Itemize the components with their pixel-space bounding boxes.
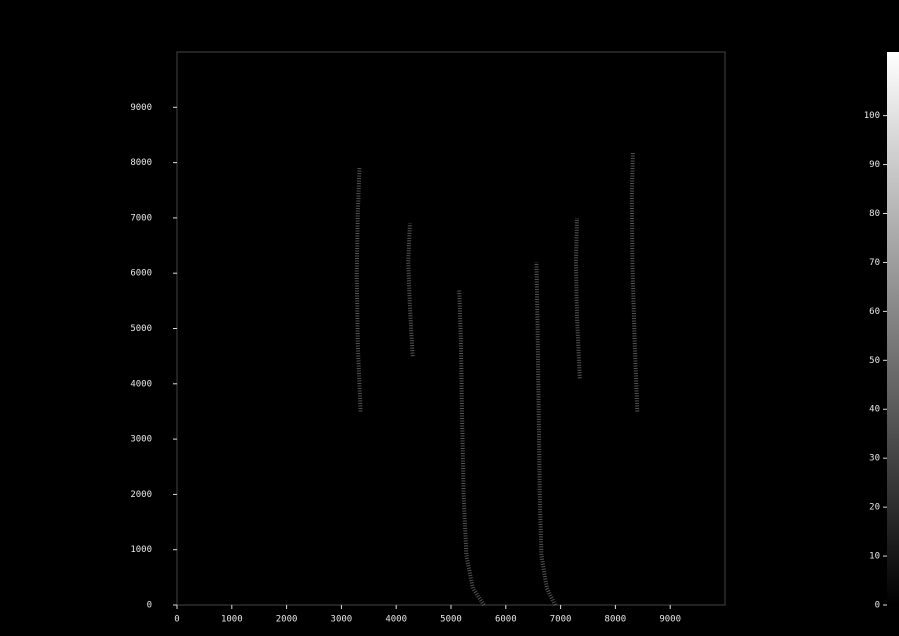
y-tick-label: 4000: [130, 379, 152, 389]
x-tick-label: 0: [174, 615, 179, 625]
x-tick-label: 9000: [659, 615, 681, 625]
x-tick-label: 5000: [440, 615, 462, 625]
x-tick-label: 6000: [495, 615, 517, 625]
x-tick-label: 1000: [221, 615, 243, 625]
colorbar-tick-label: 0: [875, 601, 880, 611]
y-tick-label: 3000: [130, 435, 152, 445]
colorbar-tick-label: 40: [869, 405, 880, 415]
colorbar-tick-label: 70: [869, 258, 880, 268]
colorbar-tick-label: 10: [869, 552, 880, 562]
y-tick-label: 2000: [130, 490, 152, 500]
colorbar-tick-label: 60: [869, 307, 880, 317]
y-tick-label: 7000: [130, 213, 152, 223]
y-tick-label: 9000: [130, 103, 152, 113]
y-tick-label: 6000: [130, 269, 152, 279]
colorbar-tick-label: 80: [869, 209, 880, 219]
x-tick-label: 2000: [276, 615, 298, 625]
colorbar-tick-label: 30: [869, 454, 880, 464]
y-tick-label: 8000: [130, 158, 152, 168]
plot-area: [177, 52, 725, 605]
colorbar-tick-label: 90: [869, 160, 880, 170]
x-tick-label: 8000: [605, 615, 627, 625]
colorbar: [887, 52, 899, 605]
y-tick-label: 1000: [130, 545, 152, 555]
x-tick-label: 4000: [385, 615, 407, 625]
x-tick-label: 7000: [550, 615, 572, 625]
x-tick-label: 3000: [331, 615, 353, 625]
y-tick-label: 0: [147, 601, 152, 611]
colorbar-tick-label: 20: [869, 503, 880, 513]
y-tick-label: 5000: [130, 324, 152, 334]
colorbar-tick-label: 100: [864, 111, 880, 121]
chart: 0100020003000400050006000700080009000010…: [0, 0, 899, 636]
colorbar-tick-label: 50: [869, 356, 880, 366]
